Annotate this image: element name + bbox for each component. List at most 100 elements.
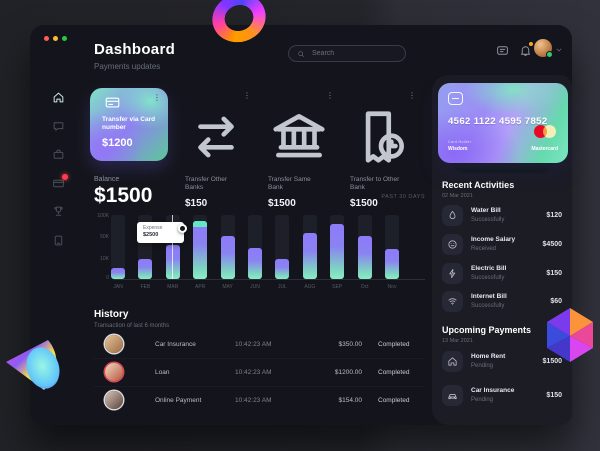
transfer-card-to-other-bank[interactable]: ⋮ Transfer to Other Bank $1500 [350, 88, 416, 210]
balance-amount: $1500 [94, 184, 153, 207]
transaction-time: 10:42:23 AM [235, 341, 272, 348]
bar-MAY[interactable] [220, 215, 235, 279]
card-holder-name: Wisdom [448, 146, 468, 152]
activity-item-income-salary[interactable]: Income Salary Received $4500 [442, 234, 562, 258]
bar-JAN[interactable] [111, 215, 125, 279]
activity-name: Internet Bill [471, 293, 507, 300]
transaction-name: Car Insurance [155, 341, 196, 348]
sidebar-item-card[interactable] [52, 174, 68, 190]
sidebar-item-home[interactable] [52, 91, 65, 104]
x-tick-label: MAY [222, 284, 233, 290]
kebab-menu-icon[interactable]: ⋮ [243, 91, 251, 100]
activity-name: Home Rent [471, 353, 506, 360]
balance-label: Balance [94, 176, 120, 183]
tooltip-label: Expense [143, 225, 163, 231]
search-input[interactable] [310, 49, 397, 58]
x-tick-label: JUN [250, 284, 260, 290]
y-axis-tick: 10K [100, 256, 109, 262]
notification-dot [62, 174, 68, 180]
transaction-status: Completed [378, 341, 410, 348]
transaction-name: Loan [155, 369, 170, 376]
x-tick-label: JAN [113, 284, 123, 290]
transfer-card-amount: $150 [185, 198, 208, 209]
transfer-card-same-bank[interactable]: ⋮ Transfer Same Bank $1500 [268, 88, 334, 210]
bank-card[interactable]: 4562 1122 4595 7852 Card Holder Wisdom M… [438, 83, 568, 163]
bar-Nov[interactable] [385, 215, 399, 279]
x-tick-label: SEP [332, 284, 343, 290]
transfer-card-other-banks[interactable]: ⋮ Transfer Other Banks $150 [185, 88, 251, 210]
maximize-window-button[interactable] [62, 36, 67, 41]
kebab-menu-icon[interactable]: ⋮ [153, 93, 161, 102]
bar-AUG[interactable] [302, 215, 317, 279]
activity-name: Water Bill [471, 207, 501, 214]
bar-SEP[interactable] [330, 215, 345, 279]
close-window-button[interactable] [44, 36, 49, 41]
avatar [105, 363, 123, 381]
salary-icon [442, 234, 463, 255]
x-tick-label: FEB [140, 284, 151, 290]
activity-item-electric-bill[interactable]: Electric Bill Successfully $150 [442, 263, 562, 287]
y-axis-tick: 50K [100, 234, 109, 240]
bar-fill [330, 224, 345, 279]
minimize-window-button[interactable] [53, 36, 58, 41]
kebab-menu-icon[interactable]: ⋮ [408, 91, 416, 100]
history-row[interactable]: Online Payment 10:42:23 AM $154.00 Complete… [94, 387, 425, 414]
window-controls [44, 36, 67, 41]
sidebar-item-trophy[interactable] [52, 205, 65, 218]
kebab-menu-icon[interactable]: ⋮ [326, 91, 334, 100]
bar-Oct[interactable] [357, 215, 372, 279]
recent-activities-date: 02 Mar 2021 [442, 193, 473, 199]
x-tick-label: JUL [277, 284, 287, 290]
chart-marker-dot [178, 224, 187, 233]
sidebar-item-briefcase[interactable] [52, 148, 65, 161]
activity-amount: $60 [550, 298, 562, 305]
app-window: Dashboard Payments updates ⋮ Transfer vi… [30, 25, 572, 425]
bar-fill [220, 236, 235, 279]
bell-icon[interactable] [519, 42, 533, 57]
bar-JUN[interactable] [248, 215, 262, 279]
bar-fill [275, 259, 290, 279]
transaction-amount: $350.00 [338, 341, 363, 348]
transfer-arrows-icon [185, 106, 247, 168]
chevron-down-icon[interactable] [555, 46, 563, 54]
activity-status: Successfully [471, 303, 505, 309]
history-row[interactable]: Car Insurance 10:42:23 AM $350.00 Completed [94, 331, 425, 359]
activity-item-car-insurance[interactable]: Car Insurance Pending $150 [442, 385, 562, 409]
avatar [105, 335, 123, 353]
page-title: Dashboard [94, 41, 176, 58]
activity-item-internet-bill[interactable]: Internet Bill Successfully $60 [442, 291, 562, 315]
sidebar-item-file[interactable] [52, 234, 65, 247]
internet-icon [442, 291, 463, 312]
activity-status: Received [471, 246, 497, 252]
user-avatar[interactable] [534, 39, 553, 58]
activity-name: Income Salary [471, 236, 516, 243]
car-icon [442, 385, 463, 406]
home-rent-icon [442, 351, 463, 372]
transaction-time: 10:42:23 AM [235, 397, 272, 404]
x-tick-label: MAR [167, 284, 179, 290]
invoice-icon [350, 106, 412, 168]
transfer-card-label: Transfer Same Bank [268, 176, 311, 191]
transfer-card-via-card-number[interactable]: ⋮ Transfer via Card number $1200 [90, 88, 168, 161]
activity-item-water-bill[interactable]: Water Bill Successfully $120 [442, 205, 562, 229]
credit-card-icon [102, 95, 123, 110]
bar-fill [357, 236, 372, 279]
search-bar[interactable] [288, 45, 406, 62]
message-icon[interactable] [496, 44, 509, 57]
balance-bar-chart: 100K 50K 10K 0 JAN FEB MAR APR MAY JUN JUL AUG S… [94, 213, 425, 295]
bar-APR[interactable] [193, 215, 208, 279]
activity-item-home-rent[interactable]: Home Rent Pending $1500 [442, 351, 562, 375]
x-tick-label: Oct [360, 284, 369, 290]
card-chip-icon [448, 92, 463, 105]
mastercard-logo-icon [534, 125, 556, 138]
history-row[interactable]: Loan 10:42:23 AM $1200.00 Completed [94, 359, 425, 387]
activity-status: Pending [471, 363, 494, 369]
activity-status: Successfully [471, 217, 505, 223]
activity-amount: $1500 [542, 358, 562, 365]
bar-JUL[interactable] [275, 215, 290, 279]
transfer-card-amount: $1200 [102, 137, 133, 149]
notification-dot [529, 42, 533, 46]
sidebar-item-chat[interactable] [52, 120, 65, 133]
chart-tooltip: Expense $2500 [137, 222, 184, 243]
transfer-card-amount: $1500 [268, 198, 296, 209]
